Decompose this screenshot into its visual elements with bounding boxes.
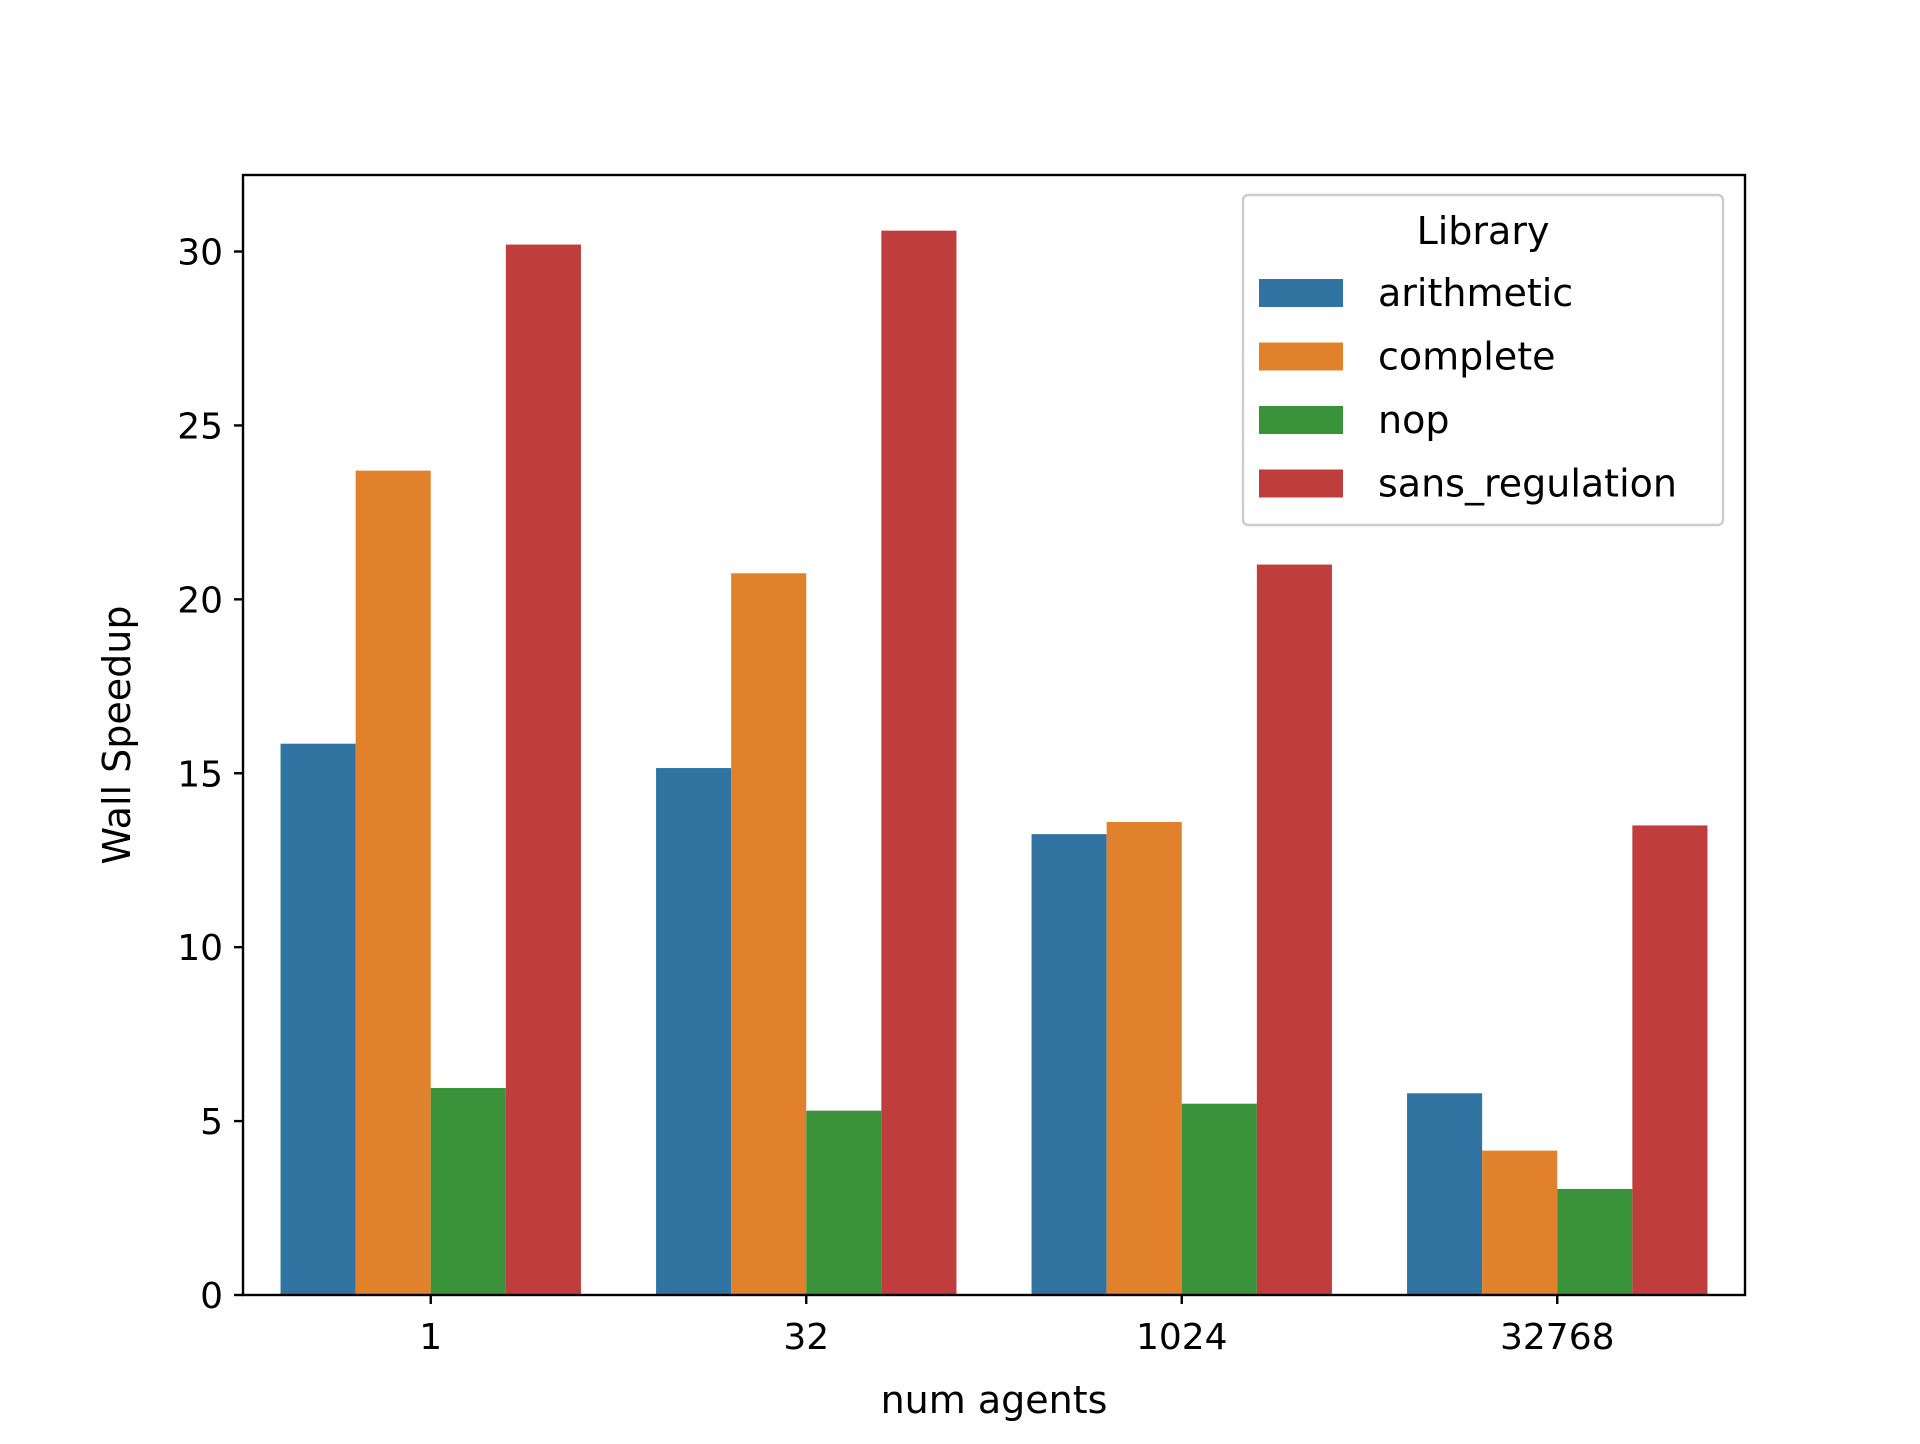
y-tick-label: 15 <box>177 754 223 795</box>
x-tick-label: 32768 <box>1500 1317 1615 1358</box>
legend-label-sans_regulation: sans_regulation <box>1378 462 1677 506</box>
legend-swatch-nop <box>1259 406 1343 434</box>
legend-entries: arithmetic complete nop sans_regulation <box>1259 271 1677 506</box>
x-tick-label: 1 <box>419 1317 442 1358</box>
y-tick-label: 25 <box>177 406 223 447</box>
bar-arithmetic-32768 <box>1407 1093 1483 1295</box>
legend-swatch-arithmetic <box>1259 279 1343 307</box>
bar-complete-32768 <box>1482 1150 1558 1295</box>
bars-layer <box>280 230 1708 1295</box>
bar-sans_regulation-32768 <box>1632 825 1708 1295</box>
y-tick-label: 5 <box>200 1102 223 1143</box>
x-axis-label: num agents <box>881 1378 1108 1422</box>
y-tick-label: 30 <box>177 233 223 274</box>
legend-box <box>1241 193 1725 527</box>
bar-nop-32768 <box>1557 1188 1633 1295</box>
bar-nop-32 <box>806 1110 882 1295</box>
bar-complete-1024 <box>1106 821 1182 1295</box>
y-tick-label: 0 <box>200 1276 223 1317</box>
x-axis: 1 32 1024 32768 <box>419 1295 1615 1358</box>
bar-sans_regulation-1024 <box>1256 564 1332 1295</box>
y-tick-label: 10 <box>177 928 223 969</box>
bar-complete-32 <box>731 573 807 1295</box>
legend-label-arithmetic: arithmetic <box>1378 271 1573 315</box>
plot-frame <box>241 173 1747 1297</box>
bar-arithmetic-1 <box>280 743 356 1295</box>
y-axis: 0 5 10 15 20 25 30 <box>177 233 243 1317</box>
legend-title: Library <box>1417 209 1550 253</box>
bar-arithmetic-1024 <box>1031 834 1107 1295</box>
y-tick-label: 20 <box>177 580 223 621</box>
legend-swatch-complete <box>1259 342 1343 371</box>
legend-label-nop: nop <box>1378 398 1449 442</box>
y-axis-label: Wall Speedup <box>95 606 139 865</box>
legend-swatch-sans_regulation <box>1259 469 1343 498</box>
bar-sans_regulation-32 <box>881 230 957 1295</box>
bar-nop-1 <box>430 1088 506 1295</box>
bar-arithmetic-32 <box>656 768 732 1295</box>
bar-nop-1024 <box>1181 1103 1257 1295</box>
legend: Library arithmetic complete nop sans_regula… <box>1241 193 1725 527</box>
x-tick-label: 1024 <box>1136 1317 1228 1358</box>
legend-label-complete: complete <box>1378 335 1556 379</box>
bar-sans_regulation-1 <box>505 244 581 1295</box>
bar-complete-1 <box>355 470 431 1295</box>
x-tick-label: 32 <box>783 1317 829 1358</box>
